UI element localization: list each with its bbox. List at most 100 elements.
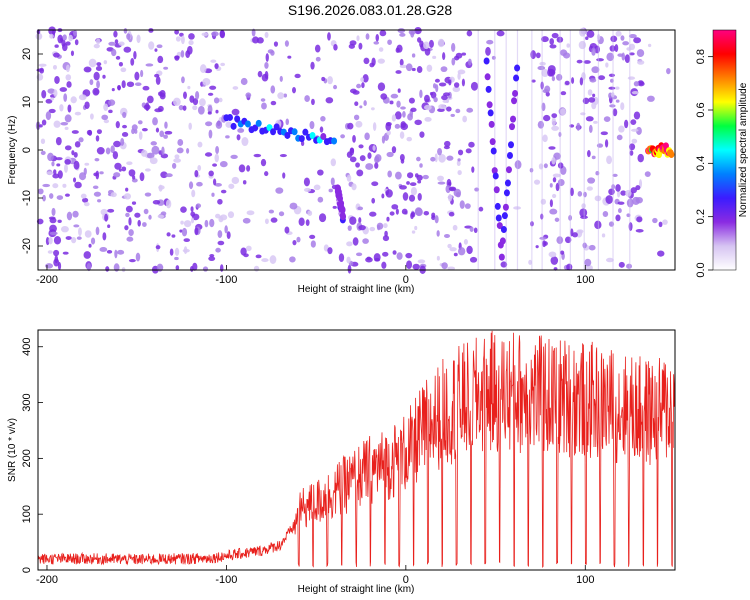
spectrogram-cell — [399, 131, 405, 139]
spectrogram-cell — [551, 113, 558, 119]
spectrogram-cell — [121, 166, 127, 172]
spectrogram-cell — [572, 232, 578, 238]
spectrogram-cell — [571, 77, 575, 84]
spectrogram-cell — [144, 168, 151, 172]
spectrogram-cell — [159, 92, 166, 100]
spectrogram-cell — [457, 72, 461, 80]
spectrogram-cell — [629, 52, 635, 56]
spectrogram-cell — [551, 76, 556, 82]
spectrogram-cell — [539, 236, 547, 240]
spectrogram-cell — [215, 145, 219, 155]
spectrogram-cell — [422, 174, 429, 180]
spectrogram-cell — [273, 41, 279, 47]
spectrogram-cell — [118, 168, 122, 172]
spectrogram-cell — [73, 151, 78, 158]
spectrogram-cell — [437, 147, 443, 156]
spectrogram-cell — [373, 41, 380, 45]
spectrogram-feature-cell — [487, 109, 494, 117]
spectrogram-cell — [125, 205, 133, 213]
spectrogram-cell — [148, 41, 155, 50]
spectrogram-cell — [165, 199, 172, 209]
spectrogram-cell — [447, 266, 456, 271]
spectrogram-cell — [637, 60, 645, 65]
spectrogram-cell — [374, 162, 379, 169]
spectrogram-cell — [555, 182, 560, 192]
spectrogram-cell — [441, 262, 448, 270]
spectrogram-cell — [347, 122, 354, 130]
y-tick-label: 10 — [21, 96, 33, 108]
spectrogram-cell — [585, 36, 589, 40]
spectrogram-cell — [65, 236, 72, 240]
spectrogram-feature-cell — [485, 85, 492, 93]
spectrogram-cell — [264, 171, 269, 177]
spectrogram-cell — [38, 124, 43, 128]
spectrogram-cell — [277, 92, 285, 100]
spectrogram-cell — [289, 202, 298, 210]
spectrogram-cell — [201, 32, 209, 37]
spectrogram-cell — [207, 92, 214, 96]
spectrogram-cell — [537, 65, 546, 71]
spectrogram-cell — [71, 130, 79, 134]
spectrogram-cell — [386, 151, 394, 158]
spectrogram-cell — [424, 47, 431, 56]
spectrogram-cell — [303, 187, 312, 193]
spectrogram-feature-cell — [505, 166, 512, 174]
spectrogram-cell — [457, 69, 466, 75]
spectrogram-cell — [232, 86, 239, 90]
spectrogram-cell — [385, 122, 392, 131]
spectrogram-cell — [52, 183, 59, 189]
y-tick-label: 400 — [21, 338, 33, 356]
spectrogram-cell — [358, 42, 363, 50]
spectrogram-cell — [140, 149, 148, 157]
spectrogram-cell — [626, 263, 633, 269]
spectrogram-cell — [178, 104, 184, 111]
spectrogram-cell — [59, 87, 68, 92]
spectrogram-cell — [126, 161, 133, 166]
spectrogram-cell — [468, 141, 475, 148]
spectrogram-cell — [180, 206, 187, 213]
spectrogram-cell — [333, 84, 338, 90]
spectrogram-cell — [64, 163, 68, 173]
spectrogram-cell — [217, 230, 223, 239]
spectrogram-cell — [157, 214, 165, 219]
spectrogram-cell — [242, 180, 247, 185]
spectrogram-cell — [110, 145, 115, 154]
y-tick-label: -20 — [21, 238, 33, 254]
spectrogram-cell — [175, 265, 180, 271]
spectrogram-cell — [64, 158, 71, 165]
spectrogram-cell — [463, 239, 468, 245]
spectrogram-cell — [207, 111, 212, 115]
spectrogram-cell — [289, 256, 296, 263]
spectrogram-cell — [246, 210, 255, 216]
spectrogram-cell — [552, 193, 557, 199]
spectrogram-stripe — [597, 30, 600, 270]
spectrogram-cell — [53, 249, 60, 257]
spectrogram-cell — [195, 203, 202, 209]
spectrogram-cell — [596, 58, 604, 62]
spectrogram-cell — [637, 153, 644, 163]
spectrogram-cell — [360, 77, 365, 83]
spectrogram-cell — [560, 108, 566, 116]
spectrogram-cell — [137, 219, 141, 227]
spectrogram-cell — [473, 227, 478, 234]
spectrogram-cell — [317, 169, 324, 176]
spectrogram-cell — [399, 185, 407, 190]
spectrogram-cell — [64, 145, 72, 151]
spectrogram-cell — [658, 221, 663, 228]
spectrogram-cell — [359, 105, 363, 109]
spectrogram-cell — [453, 188, 462, 197]
spectrogram-cell — [103, 60, 108, 65]
spectrogram-cell — [391, 204, 399, 210]
spectrogram-cell — [548, 251, 557, 258]
spectrogram-cell — [363, 100, 367, 107]
x-tick-label: 100 — [576, 574, 594, 586]
spectrogram-cell — [361, 82, 365, 89]
spectrogram-cell — [629, 43, 636, 51]
spectrogram-cell — [557, 178, 565, 187]
spectrogram-cell — [395, 171, 402, 180]
spectrogram-cell — [230, 154, 238, 159]
spectrogram-cell — [183, 91, 187, 99]
spectrogram-cell — [186, 148, 190, 154]
spectrogram-cell — [415, 207, 423, 217]
spectrogram-cell — [292, 86, 296, 94]
